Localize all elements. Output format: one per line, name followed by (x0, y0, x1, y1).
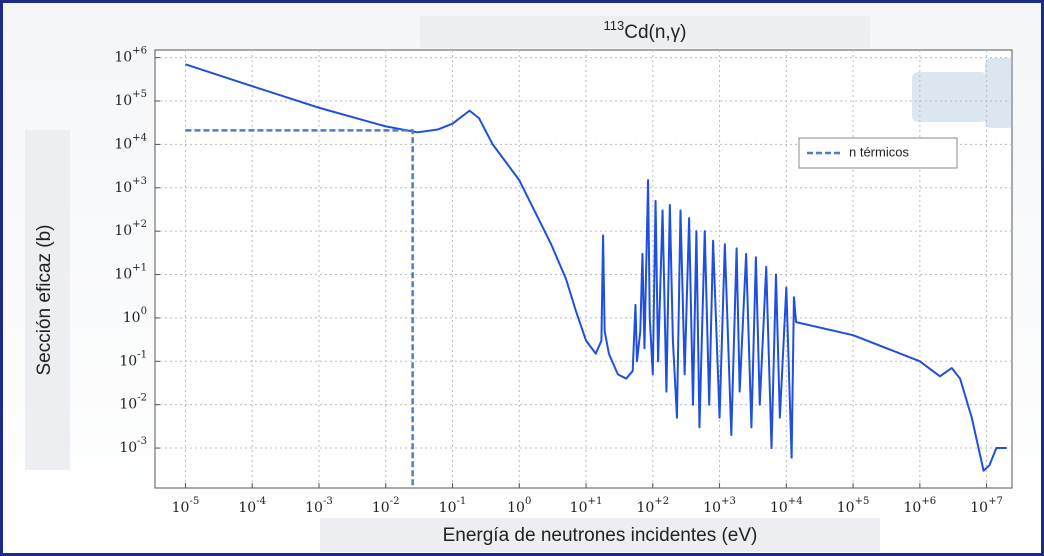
line (185, 63, 1007, 472)
chart-title: 113Cd(n,γ) (603, 18, 686, 43)
x-tick-label: 10+6 (904, 496, 937, 516)
x-tick-label: 100 (507, 496, 531, 516)
y-tick-label: 10-2 (119, 393, 147, 413)
x-tick-label: 10-5 (172, 496, 200, 516)
y-tick-label: 10+1 (114, 263, 147, 283)
y-tick-label: 10+5 (114, 89, 147, 109)
ylabel-box (25, 130, 70, 470)
plot-area (154, 49, 1013, 489)
x-tick-label: 10+2 (636, 496, 669, 516)
title-box (420, 16, 870, 48)
x-tick-label: 10+1 (570, 496, 603, 516)
y-tick-label: 10+2 (114, 219, 147, 239)
legend-label: n térmicos (849, 144, 909, 159)
x-tick-label: 10+5 (837, 496, 870, 516)
y-axis-label: Sección eficaz (b) (34, 224, 55, 375)
y-tick-label: 10+4 (114, 132, 147, 152)
y-tick-label: 10-1 (119, 349, 147, 369)
x-tick-label: 10-3 (305, 496, 333, 516)
x-tick-label: 10+4 (770, 496, 803, 516)
y-tick-label: 10+3 (114, 176, 147, 196)
watermark (912, 58, 1013, 128)
y-tick-label: 100 (123, 306, 147, 326)
x-tick-label: 10-4 (238, 496, 266, 516)
x-tick-label: 10+3 (703, 496, 736, 516)
xlabel-box (320, 518, 880, 552)
y-tick-label: 10+6 (114, 46, 147, 66)
y-tick-label: 10-3 (119, 436, 147, 456)
x-tick-label: 10-2 (372, 496, 400, 516)
x-axis-label: Energía de neutrones incidentes (eV) (443, 525, 758, 546)
reference-line (185, 129, 414, 488)
x-tick-label: 10+7 (970, 496, 1003, 516)
x-tick-label: 10-1 (439, 496, 467, 516)
